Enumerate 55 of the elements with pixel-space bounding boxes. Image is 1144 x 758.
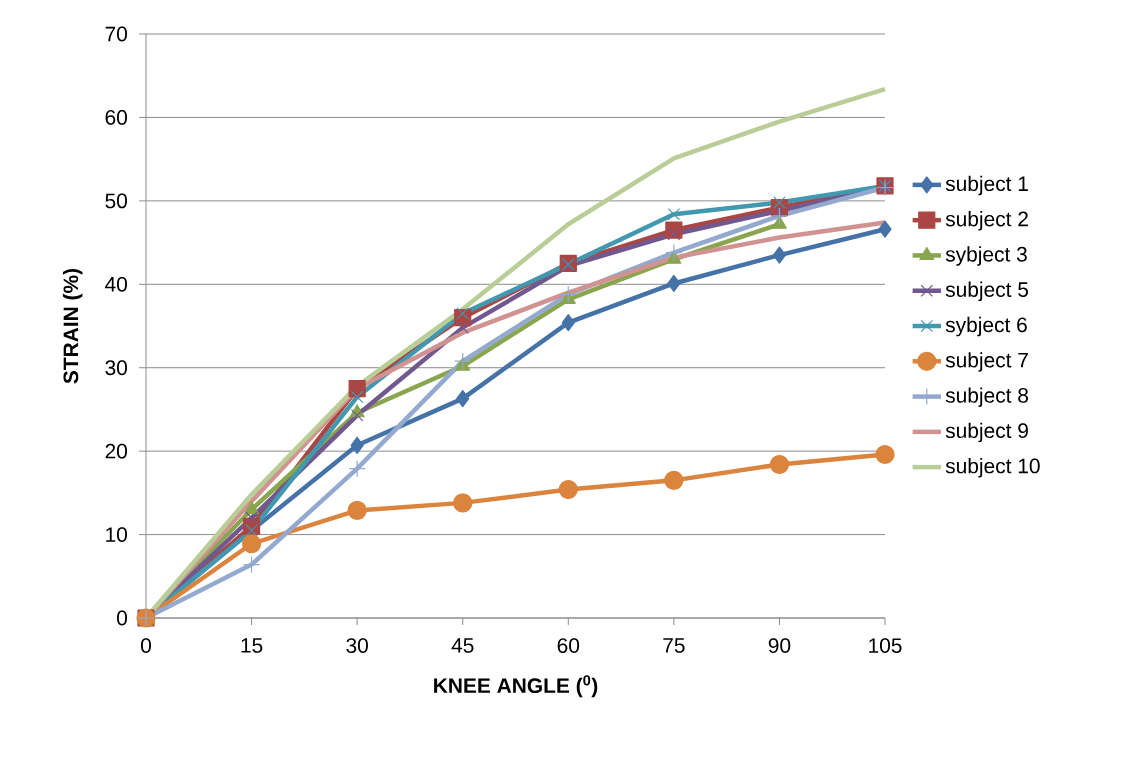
point	[350, 436, 364, 454]
point	[665, 243, 683, 262]
y-tick-label: 0	[117, 610, 128, 626]
point	[456, 389, 470, 408]
point	[350, 390, 364, 404]
y-axis-title: STRAIN (%)	[62, 268, 83, 384]
legend-label: subject 2	[945, 211, 1028, 231]
point	[242, 556, 261, 574]
y-tick-label: 30	[105, 360, 127, 376]
x-tick-label: 60	[557, 638, 580, 653]
y-tick-label: 60	[105, 110, 127, 125]
x-tick-label: 75	[663, 638, 685, 653]
x-tick-label: 105	[869, 638, 902, 653]
point	[348, 379, 366, 398]
point	[347, 500, 367, 520]
point	[769, 454, 790, 475]
x-tick-label: 90	[768, 638, 791, 653]
point	[454, 352, 472, 370]
x-tick-label: 30	[346, 638, 368, 653]
x-axis-title: KNEE ANGLE ($^{0}$)	[434, 675, 598, 698]
point	[456, 321, 469, 334]
legend-label: sybject 3	[945, 246, 1027, 266]
point	[773, 196, 786, 209]
x-tick-label: 0	[141, 638, 151, 653]
point	[770, 207, 789, 225]
point	[350, 409, 364, 422]
point	[348, 460, 366, 478]
point	[558, 479, 578, 500]
y-tick-label: 40	[105, 276, 127, 292]
point	[773, 204, 786, 218]
point	[561, 314, 575, 332]
x-tick-label: 15	[241, 638, 263, 653]
x-tick-label: 45	[451, 638, 474, 653]
point	[664, 470, 684, 490]
point	[667, 274, 681, 293]
y-tick-label: 20	[105, 443, 127, 459]
legend-label: subject 10	[945, 458, 1040, 478]
point	[456, 307, 469, 320]
legend-label: subject 1	[945, 175, 1028, 196]
legend-label: subject 9	[945, 422, 1028, 443]
legend-label: subject 5	[945, 281, 1029, 302]
legend-label: subject 7	[945, 352, 1028, 372]
y-tick-label: 50	[105, 193, 127, 209]
point	[559, 285, 577, 303]
point	[241, 534, 262, 554]
point	[878, 220, 892, 238]
legend-label: subject 8	[945, 387, 1028, 407]
point	[453, 493, 473, 513]
point	[875, 444, 895, 465]
legend-label: sybject 6	[945, 316, 1027, 337]
y-tick-label: 10	[106, 527, 127, 542]
point	[667, 207, 681, 221]
point	[772, 246, 787, 264]
point	[245, 511, 258, 525]
y-tick-label: 70	[105, 26, 127, 42]
